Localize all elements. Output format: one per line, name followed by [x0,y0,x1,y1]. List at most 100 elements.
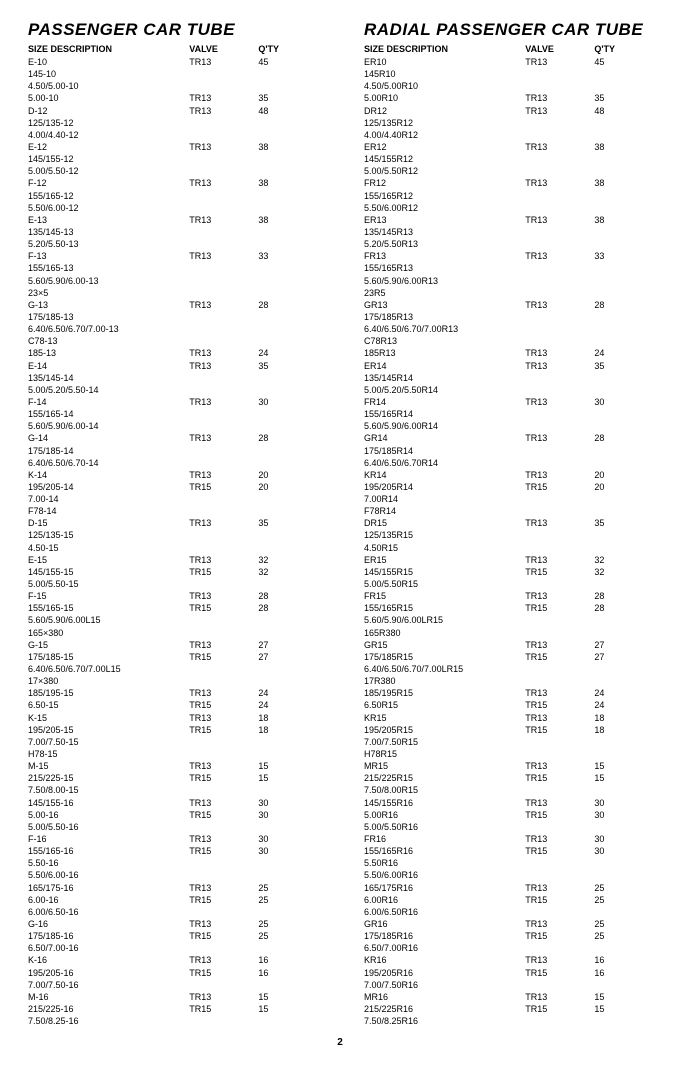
table-row: 155/165-12 [28,190,316,202]
table-row: 175/185-15TR1527 [28,651,316,663]
cell-qty: 16 [594,954,652,966]
cell-qty [258,275,316,287]
table-row: 6.40/6.50/6.70R14 [364,457,652,469]
cell-valve [525,445,594,457]
table-row: D-12TR1348 [28,105,316,117]
table-row: 155/165R15TR1528 [364,602,652,614]
table-row: K-16TR1316 [28,954,316,966]
cell-size: 5.00/5.50R15 [364,578,525,590]
cell-size: 23×5 [28,287,189,299]
cell-qty [594,311,652,323]
cell-qty [258,578,316,590]
table-row: 195/205-16TR1516 [28,967,316,979]
cell-size: 7.00R14 [364,493,525,505]
table-row: F-12TR1338 [28,177,316,189]
cell-valve: TR13 [189,991,258,1003]
cell-valve: TR15 [525,894,594,906]
cell-qty [258,821,316,833]
cell-valve [525,226,594,238]
cell-size: 195/205-15 [28,724,189,736]
table-row: D-15TR1335 [28,517,316,529]
cell-size: 185/195-15 [28,687,189,699]
cell-size: 4.50-15 [28,542,189,554]
table-row: 7.00/7.50R15 [364,736,652,748]
cell-size: KR16 [364,954,525,966]
cell-size: FR16 [364,833,525,845]
cell-qty [258,117,316,129]
cell-size: 5.00-16 [28,809,189,821]
cell-size: 185R13 [364,347,525,359]
cell-valve [525,614,594,626]
cell-valve [189,117,258,129]
cell-size: 155/165R13 [364,262,525,274]
cell-qty [594,275,652,287]
table-row: 135/145-13 [28,226,316,238]
cell-qty: 24 [258,699,316,711]
cell-valve [189,129,258,141]
cell-qty: 30 [594,845,652,857]
cell-qty: 27 [258,651,316,663]
cell-valve: TR13 [189,105,258,117]
cell-qty [594,675,652,687]
cell-qty: 35 [258,92,316,104]
cell-valve [189,335,258,347]
cell-qty: 25 [594,930,652,942]
cell-qty: 32 [594,566,652,578]
table-row: 6.50/7.00-16 [28,942,316,954]
cell-size: 7.00/7.50-15 [28,736,189,748]
cell-valve: TR15 [525,809,594,821]
cell-valve [189,979,258,991]
cell-valve: TR13 [525,639,594,651]
cell-qty [258,736,316,748]
cell-size: 6.00/6.50R16 [364,906,525,918]
cell-qty: 18 [258,724,316,736]
cell-size: ER10 [364,56,525,68]
cell-qty: 25 [594,882,652,894]
cell-qty: 16 [594,967,652,979]
table-row: 5.00-10TR1335 [28,92,316,104]
cell-valve: TR15 [525,967,594,979]
cell-qty [258,457,316,469]
cell-qty: 30 [258,833,316,845]
cell-size: GR13 [364,299,525,311]
table-row: 7.00/7.50-16 [28,979,316,991]
cell-qty: 30 [258,845,316,857]
cell-valve [525,627,594,639]
cell-qty [258,372,316,384]
cell-valve [189,457,258,469]
cell-size: 6.40/6.50/6.70/7.00-13 [28,323,189,335]
cell-size: 5.50/6.00R16 [364,869,525,881]
cell-valve: TR15 [525,602,594,614]
cell-size: 17×380 [28,675,189,687]
table-row: 175/185R16TR1525 [364,930,652,942]
cell-qty: 28 [594,432,652,444]
cell-valve: TR15 [189,724,258,736]
cell-size: ER15 [364,554,525,566]
cell-size: 135/145-13 [28,226,189,238]
cell-qty: 32 [258,566,316,578]
cell-size: F78-14 [28,505,189,517]
cell-qty: 28 [258,602,316,614]
table-row: 145/155-12 [28,153,316,165]
cell-valve [525,869,594,881]
cell-valve: TR13 [525,177,594,189]
table-row: GR16TR1325 [364,918,652,930]
table-row: 145/155R15TR1532 [364,566,652,578]
table-row: 5.00/5.20/5.50-14 [28,384,316,396]
cell-valve: TR13 [189,760,258,772]
cell-valve: TR15 [189,566,258,578]
cell-qty [594,420,652,432]
cell-qty: 32 [258,554,316,566]
table-row: 5.00/5.20/5.50R14 [364,384,652,396]
cell-valve: TR13 [189,299,258,311]
left-table-body: E-10TR1345145-104.50/5.00-105.00-10TR133… [28,56,316,1027]
cell-valve [189,529,258,541]
cell-qty [258,906,316,918]
cell-qty [258,80,316,92]
cell-valve: TR13 [525,214,594,226]
table-row: 6.40/6.50/6.70-14 [28,457,316,469]
table-row: 4.50-15 [28,542,316,554]
table-row: 185-13TR1324 [28,347,316,359]
cell-valve: TR13 [525,432,594,444]
cell-qty: 35 [594,360,652,372]
